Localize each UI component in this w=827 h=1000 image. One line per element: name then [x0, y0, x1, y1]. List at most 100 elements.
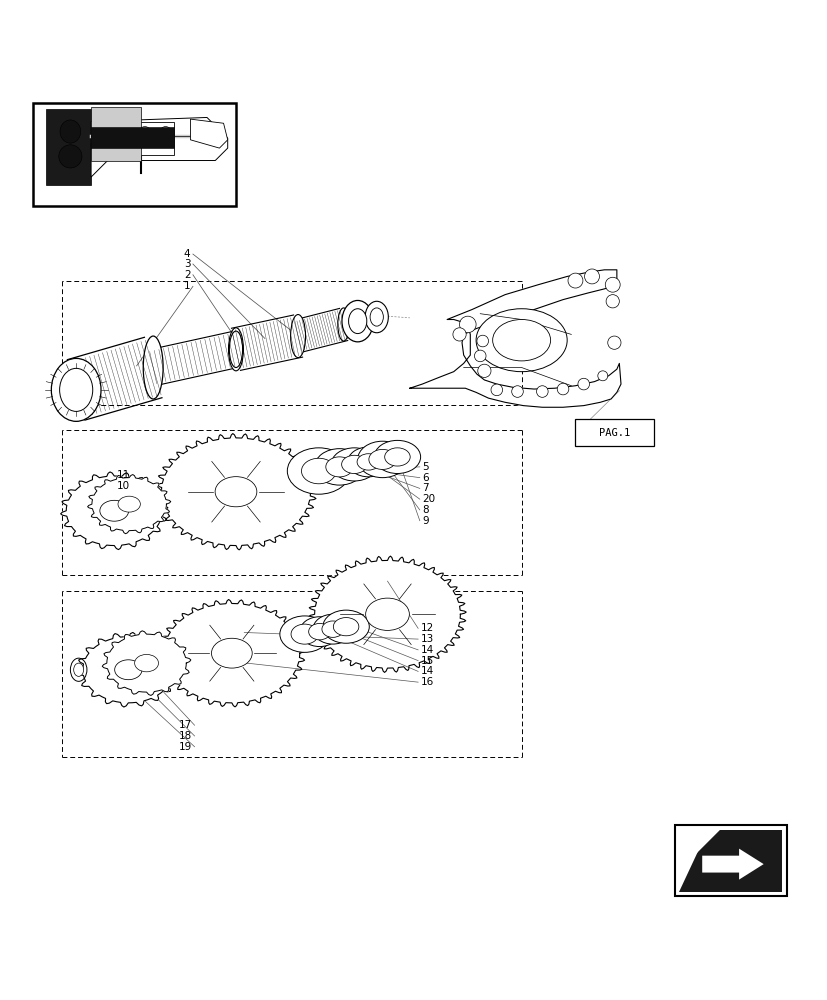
- Text: 10: 10: [117, 481, 130, 491]
- Polygon shape: [678, 830, 782, 892]
- Ellipse shape: [70, 658, 87, 681]
- Text: 9: 9: [422, 516, 428, 526]
- Ellipse shape: [51, 358, 101, 421]
- Bar: [674, 825, 786, 896]
- Circle shape: [597, 371, 607, 381]
- Circle shape: [511, 386, 523, 397]
- Circle shape: [536, 386, 547, 397]
- Ellipse shape: [356, 454, 380, 470]
- Ellipse shape: [476, 309, 566, 372]
- Text: 8: 8: [422, 505, 428, 515]
- Ellipse shape: [143, 336, 163, 399]
- Ellipse shape: [60, 368, 93, 411]
- Text: PAG.1: PAG.1: [599, 428, 629, 438]
- Text: 18: 18: [179, 731, 192, 741]
- Circle shape: [567, 273, 582, 288]
- Ellipse shape: [322, 621, 343, 637]
- Polygon shape: [102, 631, 191, 695]
- Ellipse shape: [117, 496, 141, 512]
- Ellipse shape: [369, 449, 395, 469]
- Text: 7: 7: [422, 483, 428, 493]
- Text: 13: 13: [420, 634, 433, 644]
- Ellipse shape: [291, 624, 318, 644]
- Polygon shape: [308, 556, 466, 672]
- Ellipse shape: [492, 319, 550, 361]
- Ellipse shape: [365, 301, 388, 333]
- Bar: [45, 109, 91, 185]
- Ellipse shape: [301, 458, 336, 484]
- Ellipse shape: [342, 300, 373, 342]
- Text: 1: 1: [184, 281, 190, 291]
- Circle shape: [452, 328, 466, 341]
- Ellipse shape: [287, 448, 350, 494]
- Circle shape: [476, 335, 488, 347]
- Ellipse shape: [114, 660, 142, 680]
- Text: 2: 2: [184, 270, 190, 280]
- Ellipse shape: [347, 447, 389, 477]
- Bar: [91, 127, 174, 148]
- Circle shape: [577, 378, 589, 390]
- Circle shape: [584, 269, 599, 284]
- Text: 14: 14: [420, 645, 433, 655]
- Ellipse shape: [100, 500, 128, 521]
- Circle shape: [607, 336, 620, 349]
- Circle shape: [605, 277, 619, 292]
- Text: 11: 11: [117, 470, 130, 480]
- Polygon shape: [701, 849, 762, 880]
- Text: 5: 5: [422, 462, 428, 472]
- Circle shape: [477, 364, 490, 377]
- Bar: [128, 122, 174, 155]
- Ellipse shape: [342, 455, 366, 474]
- Ellipse shape: [60, 120, 80, 143]
- Ellipse shape: [229, 331, 242, 368]
- Ellipse shape: [280, 616, 329, 652]
- Bar: [33, 103, 236, 206]
- Ellipse shape: [385, 448, 409, 466]
- Ellipse shape: [333, 618, 358, 636]
- Ellipse shape: [211, 638, 252, 668]
- Polygon shape: [155, 434, 316, 550]
- Text: 4: 4: [184, 249, 190, 259]
- Circle shape: [490, 384, 502, 396]
- Ellipse shape: [59, 145, 82, 168]
- Bar: [91, 107, 141, 161]
- Ellipse shape: [228, 328, 243, 371]
- Polygon shape: [678, 830, 719, 871]
- Polygon shape: [409, 270, 620, 407]
- Circle shape: [605, 295, 619, 308]
- Text: 12: 12: [420, 623, 433, 633]
- Circle shape: [459, 316, 476, 333]
- Ellipse shape: [326, 457, 352, 477]
- Text: 17: 17: [179, 720, 192, 730]
- Ellipse shape: [370, 308, 383, 326]
- Text: 6: 6: [422, 473, 428, 483]
- Text: 3: 3: [184, 259, 190, 269]
- Ellipse shape: [299, 617, 339, 647]
- Ellipse shape: [135, 654, 158, 672]
- Ellipse shape: [331, 448, 377, 481]
- Bar: [575, 419, 653, 446]
- Polygon shape: [91, 117, 227, 177]
- Polygon shape: [88, 475, 170, 534]
- Ellipse shape: [314, 449, 364, 485]
- Polygon shape: [190, 119, 227, 148]
- Ellipse shape: [290, 315, 305, 358]
- Ellipse shape: [313, 614, 352, 644]
- Ellipse shape: [91, 137, 108, 155]
- Ellipse shape: [374, 440, 420, 474]
- Text: 20: 20: [422, 494, 435, 504]
- Circle shape: [139, 127, 151, 138]
- Polygon shape: [158, 600, 305, 707]
- Text: 19: 19: [179, 742, 192, 752]
- Circle shape: [160, 127, 171, 138]
- Ellipse shape: [337, 308, 349, 341]
- Ellipse shape: [146, 349, 160, 386]
- Ellipse shape: [215, 477, 256, 507]
- Text: 14: 14: [420, 666, 433, 676]
- Circle shape: [557, 383, 568, 395]
- Ellipse shape: [308, 623, 330, 640]
- Ellipse shape: [74, 663, 84, 676]
- Ellipse shape: [292, 319, 304, 353]
- Text: 15: 15: [420, 656, 433, 666]
- Polygon shape: [60, 472, 168, 550]
